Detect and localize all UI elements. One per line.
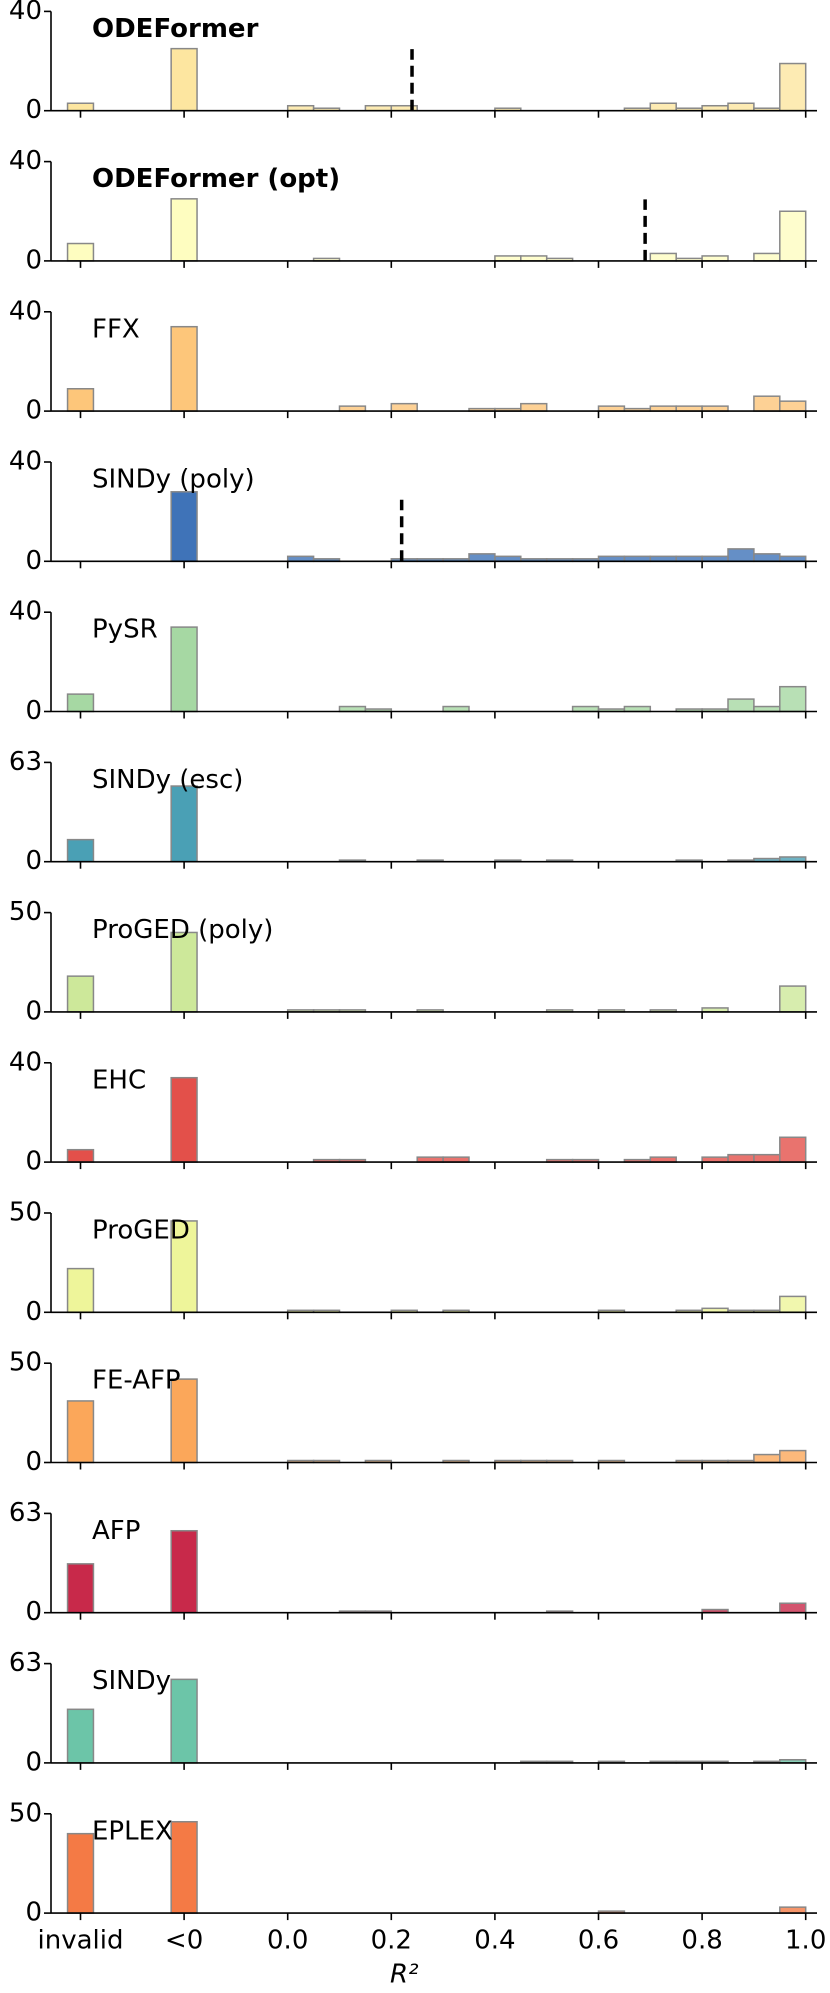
y-tick-label: 50 <box>9 1198 42 1228</box>
y-tick-label: 0 <box>25 996 42 1026</box>
y-tick-label: 40 <box>9 597 42 627</box>
y-tick-label: 40 <box>9 146 42 176</box>
panel-title: ODEFormer <box>92 14 259 44</box>
x-tick-label: 0.0 <box>267 1926 308 1956</box>
y-tick-label: 0 <box>25 1898 42 1928</box>
bar <box>66 1400 95 1464</box>
hist-bar <box>753 553 781 563</box>
panel-title: AFP <box>92 1516 140 1546</box>
y-tick-label: 0 <box>25 1447 42 1477</box>
y-tick-label: 0 <box>25 1597 42 1627</box>
bar <box>170 931 198 1013</box>
panel-title: SINDy (esc) <box>92 765 243 795</box>
bar <box>66 102 95 112</box>
y-tick-label: 63 <box>9 1498 42 1528</box>
hist-bar <box>649 252 677 262</box>
bar <box>66 242 95 262</box>
hist-bar <box>779 1906 807 1914</box>
hist-bar <box>779 685 807 713</box>
panel-title: FFX <box>92 314 140 344</box>
hist-bar <box>779 1295 807 1314</box>
bar <box>170 47 198 112</box>
panel-title: EHC <box>92 1065 146 1095</box>
hist-bar <box>779 62 807 112</box>
y-tick-label: 50 <box>9 897 42 927</box>
hist-bar <box>779 400 807 412</box>
bar <box>66 1708 95 1764</box>
hist-bar <box>753 395 781 412</box>
y-tick-label: 0 <box>25 696 42 726</box>
x-tick-label: 0.2 <box>371 1926 412 1956</box>
bar <box>170 1529 198 1614</box>
y-tick-label: 63 <box>9 1648 42 1678</box>
y-tick-label: 50 <box>9 1348 42 1378</box>
panel-title: SINDy (poly) <box>92 465 255 495</box>
hist-bar <box>753 252 781 262</box>
hist-bar <box>779 1449 807 1464</box>
panel-title: ProGED <box>92 1216 190 1246</box>
bar <box>170 491 198 563</box>
bar <box>170 1820 198 1914</box>
y-tick-label: 40 <box>9 447 42 477</box>
hist-bar <box>390 402 418 412</box>
bar <box>170 626 198 713</box>
hist-bar <box>649 102 677 112</box>
bar <box>66 1267 95 1314</box>
x-tick-label: 0.6 <box>578 1926 619 1956</box>
y-tick-label: 0 <box>25 245 42 275</box>
hist-bar <box>727 102 755 112</box>
bar <box>66 838 95 863</box>
hist-bar <box>753 1153 781 1163</box>
x-tick-label: <0 <box>165 1926 203 1956</box>
panel-title: SINDy <box>92 1666 171 1696</box>
panel-title: EPLEX <box>92 1816 173 1846</box>
panel-title: ProGED (poly) <box>92 915 273 945</box>
hist-bar <box>779 210 807 262</box>
hist-bar <box>727 1153 755 1163</box>
y-tick-label: 40 <box>9 1047 42 1077</box>
panel-title: ODEFormer (opt) <box>92 164 340 194</box>
bar <box>170 785 198 863</box>
bar <box>66 388 95 412</box>
x-tick-label: invalid <box>38 1926 124 1956</box>
y-tick-label: 0 <box>25 95 42 125</box>
bar <box>170 1076 198 1163</box>
y-tick-label: 0 <box>25 1747 42 1777</box>
panel-title: FE-AFP <box>92 1366 181 1396</box>
panel-title: PySR <box>92 615 158 645</box>
y-tick-label: 40 <box>9 0 42 26</box>
y-tick-label: 0 <box>25 396 42 426</box>
hist-bar <box>468 553 496 563</box>
y-tick-label: 40 <box>9 296 42 326</box>
bar <box>170 1678 198 1764</box>
y-tick-label: 0 <box>25 846 42 876</box>
hist-bar <box>779 985 807 1013</box>
y-tick-label: 0 <box>25 1297 42 1327</box>
y-tick-label: 50 <box>9 1798 42 1828</box>
hist-bar <box>779 1136 807 1163</box>
x-tick-label: 0.8 <box>681 1926 722 1956</box>
bar <box>66 693 95 713</box>
x-tick-label: 0.4 <box>474 1926 515 1956</box>
hist-bar <box>520 402 548 412</box>
bar <box>66 1832 95 1914</box>
y-tick-label: 0 <box>25 546 42 576</box>
bar <box>66 975 95 1013</box>
bar <box>170 198 198 262</box>
hist-bar <box>779 1602 807 1614</box>
x-axis-label: R² <box>390 1960 419 1990</box>
hist-bar <box>727 698 755 713</box>
y-tick-label: 63 <box>9 747 42 777</box>
hist-bar <box>727 548 755 563</box>
hist-bar <box>753 1453 781 1464</box>
bar <box>170 1378 198 1464</box>
y-tick-label: 0 <box>25 1147 42 1177</box>
x-tick-label: 1.0 <box>785 1926 826 1956</box>
bar <box>66 1148 95 1163</box>
bar <box>170 325 198 412</box>
bar <box>66 1563 95 1614</box>
bar <box>170 1220 198 1314</box>
